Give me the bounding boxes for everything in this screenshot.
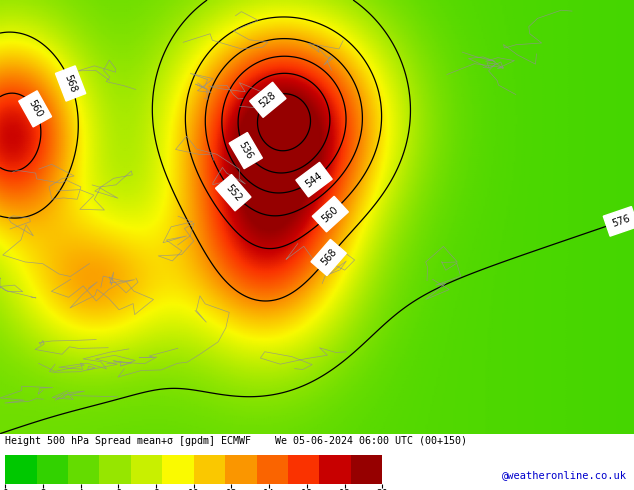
Bar — [320, 455, 351, 484]
Text: 576: 576 — [611, 214, 631, 229]
Text: @weatheronline.co.uk: @weatheronline.co.uk — [501, 470, 626, 480]
Text: 544: 544 — [304, 170, 325, 189]
Bar — [162, 455, 193, 484]
Bar — [193, 455, 225, 484]
Bar — [131, 455, 162, 484]
Bar — [351, 455, 382, 484]
Bar — [225, 455, 257, 484]
Bar — [100, 455, 131, 484]
Bar — [257, 455, 288, 484]
Text: 528: 528 — [257, 90, 278, 110]
Bar — [37, 455, 68, 484]
Text: 568: 568 — [319, 247, 339, 268]
Bar — [5, 455, 37, 484]
Text: 536: 536 — [236, 140, 255, 161]
Text: 560: 560 — [320, 204, 340, 224]
Bar — [68, 455, 100, 484]
Text: 560: 560 — [26, 98, 44, 120]
Text: Height 500 hPa Spread mean+σ [gpdm] ECMWF    We 05-06-2024 06:00 UTC (00+150): Height 500 hPa Spread mean+σ [gpdm] ECMW… — [5, 437, 467, 446]
Bar — [288, 455, 320, 484]
Text: 552: 552 — [223, 182, 243, 203]
Text: 568: 568 — [63, 73, 79, 94]
